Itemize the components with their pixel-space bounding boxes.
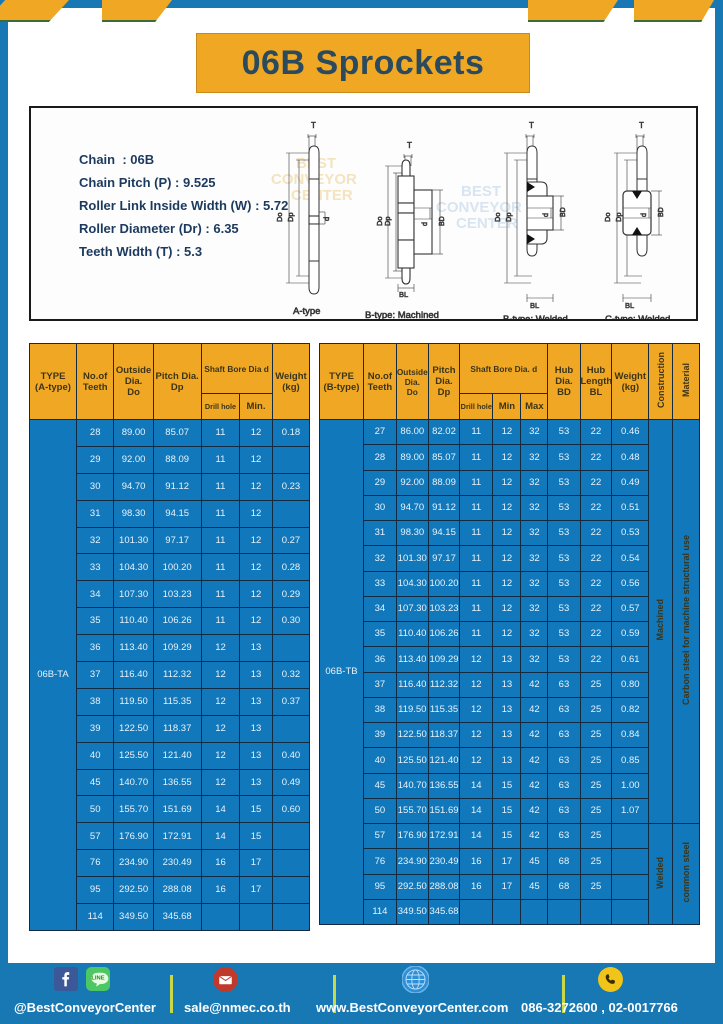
svg-text:d: d bbox=[322, 217, 331, 221]
svg-text:T: T bbox=[311, 121, 316, 130]
svg-text:Dp: Dp bbox=[286, 212, 295, 222]
svg-text:Dp: Dp bbox=[504, 212, 513, 222]
svg-text:BL: BL bbox=[399, 290, 408, 299]
svg-text:BEST: BEST bbox=[461, 183, 501, 200]
svg-text:CENTER: CENTER bbox=[291, 187, 353, 204]
svg-text:B-type: Machined: B-type: Machined bbox=[365, 310, 439, 319]
svg-text:T: T bbox=[639, 121, 644, 130]
svg-text:d: d bbox=[422, 222, 429, 226]
svg-text:LINE: LINE bbox=[91, 976, 104, 982]
svg-text:Do: Do bbox=[275, 212, 284, 222]
svg-text:B-type: Welded: B-type: Welded bbox=[503, 314, 568, 319]
svg-text:Dp: Dp bbox=[383, 216, 392, 226]
svg-text:Dp: Dp bbox=[614, 212, 623, 222]
svg-text:BL: BL bbox=[530, 301, 539, 310]
svg-text:BL: BL bbox=[625, 301, 634, 310]
svg-text:BD: BD bbox=[658, 207, 665, 217]
svg-text:C-type: Welded: C-type: Welded bbox=[605, 314, 670, 319]
svg-text:d: d bbox=[543, 213, 550, 217]
svg-text:Do: Do bbox=[493, 212, 502, 222]
svg-text:Do: Do bbox=[603, 212, 612, 222]
svg-text:T: T bbox=[407, 141, 412, 150]
svg-text:BD: BD bbox=[439, 216, 446, 226]
svg-text:BD: BD bbox=[560, 207, 567, 217]
svg-text:A-type: A-type bbox=[293, 306, 320, 317]
svg-text:d: d bbox=[641, 213, 648, 217]
svg-text:T: T bbox=[529, 121, 534, 130]
